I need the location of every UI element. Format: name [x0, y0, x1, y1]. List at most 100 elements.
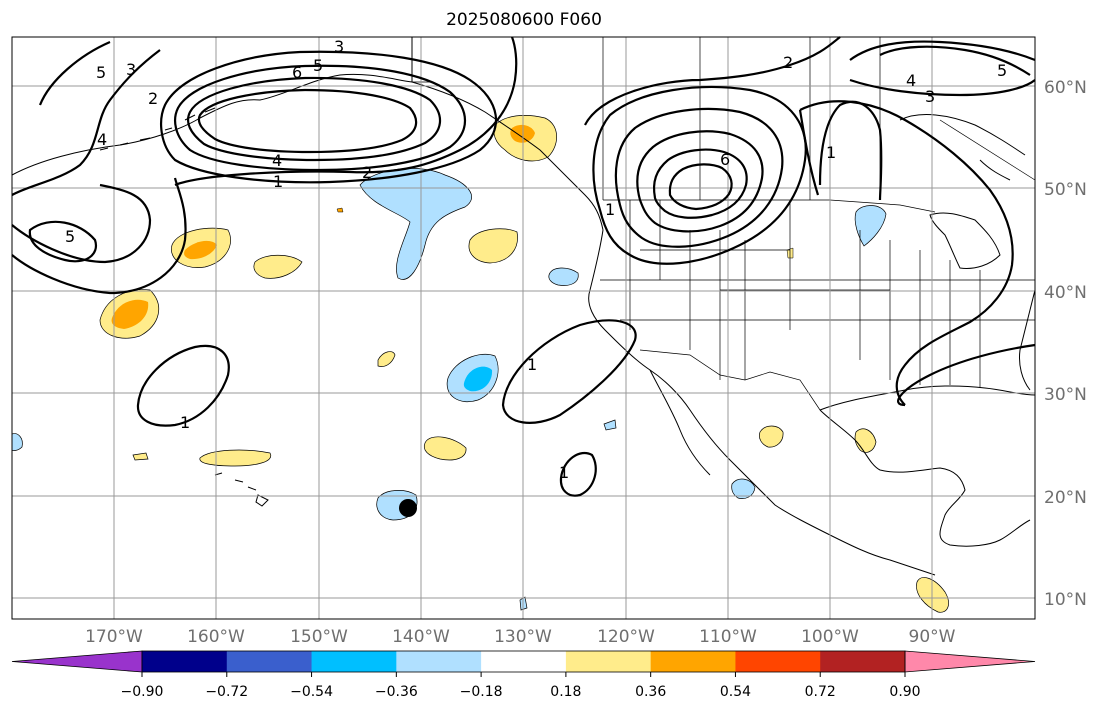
contour-line [187, 76, 441, 162]
contour-line [174, 64, 466, 172]
colorbar-segment [396, 651, 482, 672]
lon-label: 130°W [494, 627, 552, 647]
lat-label: 50°N [1044, 180, 1087, 200]
anomaly-region-mexico [731, 478, 756, 499]
contour-line [559, 452, 597, 497]
colorbar-segment [565, 651, 652, 672]
contour-label: 3 [334, 37, 344, 56]
anomaly-region-hawaii-west [199, 449, 272, 467]
map-panel: 3 5 6 5 3 2 4 1 2 4 5 1 1 1 1 2 4 3 5 6 … [11, 36, 1036, 620]
colorbar-tick-label: 0.54 [720, 684, 751, 700]
lat-label: 60°N [1044, 78, 1087, 98]
contour-label: 2 [783, 53, 793, 72]
colorbar-tick-label: 0.36 [635, 684, 666, 700]
anomaly-region-gulf-of-alaska [359, 168, 472, 280]
contour-label: 5 [313, 56, 323, 75]
anomaly-region-south-pacific-a [423, 436, 467, 461]
lat-label: 10°N [1044, 590, 1087, 610]
contour-line [160, 50, 498, 184]
contour-label: 4 [906, 71, 916, 90]
anomaly-region-north-pacific-west-core [184, 240, 217, 260]
contour-line [11, 177, 187, 295]
coastline-alaska [11, 37, 413, 176]
map-title: 2025080600 F060 [446, 10, 602, 30]
border-states-grid [600, 200, 1035, 388]
lon-label: 120°W [597, 627, 655, 647]
contour-label: 4 [97, 130, 107, 149]
contour-line [501, 319, 637, 424]
contour-line [798, 100, 883, 201]
colorbar-segment [142, 651, 228, 672]
contour-label: 1 [180, 413, 190, 432]
contour-line [11, 40, 161, 196]
colorbar-segment [820, 651, 906, 672]
coastline-great-lakes [929, 212, 1001, 269]
colorbar-tick-label: 0.90 [889, 684, 920, 700]
contour-label: 6 [292, 63, 302, 82]
contour-line [584, 36, 841, 126]
contour-label: 6 [720, 150, 730, 169]
colorbar-segment [311, 651, 397, 672]
colorbar-segment [650, 651, 736, 672]
contour-line [636, 130, 764, 233]
colorbar-tick-label: −0.72 [205, 684, 248, 700]
storm-center-dot [399, 499, 417, 517]
lon-label: 160°W [187, 627, 245, 647]
contour-labels: 3 5 6 5 3 2 4 1 2 4 5 1 1 1 1 2 4 3 5 6 … [65, 37, 1007, 482]
anomaly-region-small-a [377, 351, 396, 367]
contour-label: 1 [273, 172, 283, 191]
lon-label: 140°W [392, 627, 450, 647]
colorbar: −0.90 −0.72 −0.54 −0.36 −0.18 0.18 0.36 0.54 0.7… [11, 650, 1036, 700]
anomaly-region-small-b [132, 452, 149, 461]
contour-label: 3 [925, 87, 935, 106]
coastlines [11, 37, 1036, 576]
contour-line [197, 88, 418, 154]
contour-label: 1 [559, 463, 569, 482]
positive-anomaly-regions [99, 115, 949, 613]
contour-label: 5 [65, 227, 75, 246]
anomaly-region-baja-small [603, 419, 617, 431]
coastline-us-gulf [819, 385, 1036, 411]
colorbar-extend-low [11, 650, 143, 673]
coastline-aleutians [99, 107, 216, 151]
border-canada-provinces [602, 37, 1036, 200]
colorbar-segment [226, 651, 313, 672]
coastline-canada-pacific [411, 81, 604, 231]
anomaly-region-california-offshore [548, 267, 579, 286]
contour-line [799, 100, 1014, 406]
coastline-gulf-of-mexico [819, 409, 1031, 547]
contour-label: 1 [826, 143, 836, 162]
coastline-baja [649, 369, 711, 476]
coastline-hawaii [214, 472, 269, 507]
contour-line [136, 344, 230, 427]
colorbar-tick-label: 0.18 [550, 684, 581, 700]
anomaly-region-central-america [916, 577, 949, 613]
contour-line [652, 148, 748, 219]
contour-line [897, 343, 1036, 407]
anomaly-region-tiny-a [336, 207, 344, 213]
anomaly-region-mexico-west [759, 425, 784, 448]
contour-label: 1 [527, 355, 537, 374]
lon-label: 170°W [85, 627, 143, 647]
contour-label: 1 [605, 200, 615, 219]
colorbar-tick-label: 0.72 [805, 684, 836, 700]
lat-label: 40°N [1044, 283, 1087, 303]
contour-label: 5 [997, 61, 1007, 80]
colorbar-tick-label: −0.54 [290, 684, 333, 700]
lon-label: 90°W [909, 627, 956, 647]
colorbar-tick-label: −0.18 [460, 684, 503, 700]
contour-label: 4 [272, 151, 282, 170]
colorbar-segment [735, 651, 821, 672]
anomaly-region-central-pacific-core [463, 366, 493, 392]
lon-label: 100°W [801, 627, 859, 647]
contour-label: 2 [148, 89, 158, 108]
contour-label: 5 [96, 63, 106, 82]
colorbar-outline [141, 650, 906, 673]
border-alaska-canada [411, 37, 430, 83]
colorbar-tick-label: −0.90 [121, 684, 164, 700]
lon-label: 150°W [290, 627, 348, 647]
contour-line [174, 36, 518, 187]
contour-line [28, 220, 98, 263]
anomaly-region-midwest [854, 205, 887, 247]
